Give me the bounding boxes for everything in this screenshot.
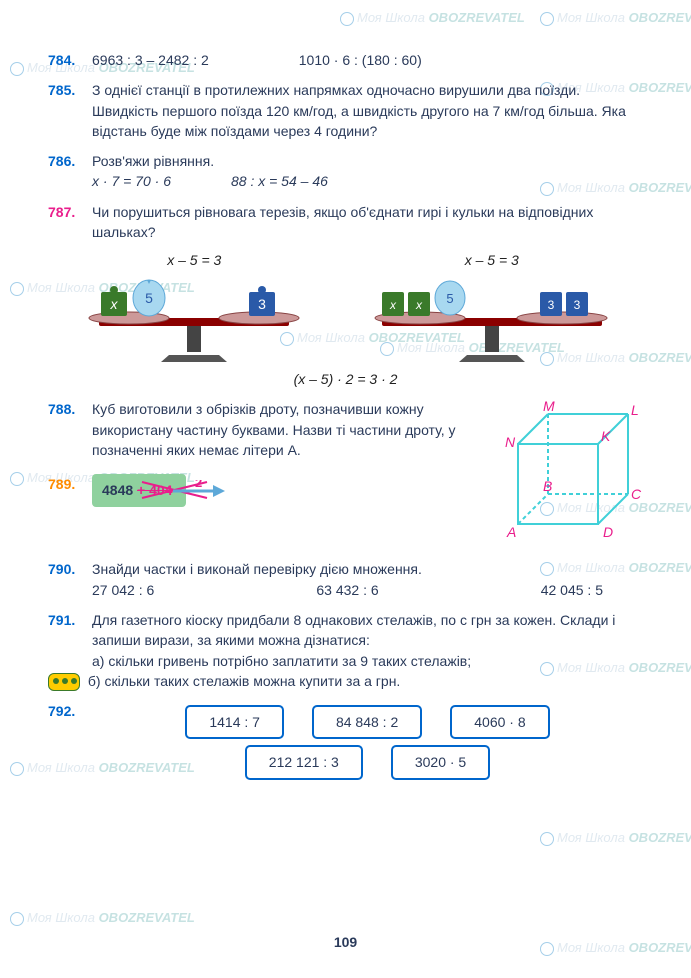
- problem-text: Куб виготовили з обрізків дроту, позначи…: [92, 399, 477, 460]
- svg-text:5: 5: [145, 290, 153, 306]
- problem-body: 1414 : 7 84 848 : 2 4060 · 8 212 121 : 3…: [92, 701, 643, 780]
- svg-text:2: 2: [195, 480, 202, 490]
- problem-number: 787.: [48, 202, 92, 243]
- equation: 88 : x = 54 – 46: [231, 171, 328, 191]
- problem-number: 789.: [48, 474, 92, 506]
- homework-badge-icon: [48, 673, 80, 691]
- problem-792: 792. 1414 : 7 84 848 : 2 4060 · 8 212 12…: [48, 701, 643, 780]
- problem-title: Розв'яжи рівняння.: [92, 151, 643, 171]
- svg-text:3: 3: [573, 298, 580, 312]
- problem-number: 785.: [48, 80, 92, 141]
- expression: 6963 : 3 – 2482 : 2: [92, 50, 209, 70]
- problem-number: 788.: [48, 399, 92, 460]
- svg-text:M: M: [543, 399, 555, 414]
- problem-785: 785. З однієї станції в протилежних напр…: [48, 80, 643, 141]
- scale-right: x – 5 = 3 x x 5 3 3: [362, 252, 622, 365]
- problem-body: Для газетного кіоску придбали 8 однакови…: [92, 610, 643, 691]
- scale-equation: x – 5 = 3: [362, 252, 622, 268]
- text-span: Куб виготовили з обрізків дроту, позначи…: [92, 401, 456, 458]
- svg-text:D: D: [603, 524, 613, 540]
- problem-text: Для газетного кіоску придбали 8 однакови…: [92, 610, 643, 651]
- problem-784: 784. 6963 : 3 – 2482 : 2 1010 · 6 : (180…: [48, 50, 643, 70]
- problem-text: З однієї станції в протилежних напрямках…: [92, 80, 643, 141]
- problem-787: 787. Чи порушиться рівновага терезів, як…: [48, 202, 643, 243]
- problem-body: Розв'яжи рівняння. x · 7 = 70 · 6 88 : x…: [92, 151, 643, 192]
- equation-row: x · 7 = 70 · 6 88 : x = 54 – 46: [92, 171, 643, 191]
- problem-789: 789. 4848 + 404 2: [48, 474, 477, 506]
- sub-a: а) скільки гривень потрібно заплатити за…: [92, 651, 643, 671]
- scale-left: x – 5 = 3 x 5: [69, 252, 319, 365]
- problem-title: Знайди частки і виконай перевірку дією м…: [92, 559, 643, 579]
- problem-number: 792.: [48, 701, 92, 780]
- svg-text:x: x: [110, 296, 119, 312]
- box-row-1: 1414 : 7 84 848 : 2 4060 · 8: [92, 705, 643, 739]
- svg-text:5: 5: [446, 291, 453, 306]
- svg-text:3: 3: [547, 298, 554, 312]
- expression: 1010 · 6 : (180 : 60): [299, 50, 422, 70]
- problem-body: Чи порушиться рівновага терезів, якщо об…: [92, 202, 643, 243]
- equation: x · 7 = 70 · 6: [92, 171, 171, 191]
- expression: 42 045 : 5: [541, 580, 603, 600]
- svg-text:L: L: [631, 402, 639, 418]
- expression: 63 432 : 6: [316, 580, 378, 600]
- center-equation: (x – 5) · 2 = 3 · 2: [48, 371, 643, 387]
- sub-b-row: б) скільки таких стелажів можна купити з…: [92, 671, 643, 691]
- box-row-2: 212 121 : 3 3020 · 5: [92, 745, 643, 779]
- expression: 27 042 : 6: [92, 580, 154, 600]
- calc-box: 212 121 : 3: [245, 745, 363, 779]
- svg-text:B: B: [543, 478, 552, 494]
- problem-number: 786.: [48, 151, 92, 192]
- calc-box: 3020 · 5: [391, 745, 490, 779]
- svg-text:K: K: [601, 428, 611, 444]
- problem-number: 784.: [48, 50, 92, 70]
- problem-786: 786. Розв'яжи рівняння. x · 7 = 70 · 6 8…: [48, 151, 643, 192]
- cube-icon: M L N K B C A D: [493, 399, 643, 549]
- svg-text:3: 3: [258, 296, 266, 312]
- svg-text:N: N: [505, 434, 516, 450]
- cube-diagram: M L N K B C A D: [493, 399, 643, 549]
- svg-text:x: x: [415, 298, 423, 312]
- page-content: 784. 6963 : 3 – 2482 : 2 1010 · 6 : (180…: [0, 0, 691, 810]
- expression-row: 27 042 : 6 63 432 : 6 42 045 : 5: [92, 580, 643, 600]
- problem-body: 6963 : 3 – 2482 : 2 1010 · 6 : (180 : 60…: [92, 50, 643, 70]
- calc-box: 4060 · 8: [450, 705, 549, 739]
- svg-text:A: A: [506, 524, 516, 540]
- sub-b: б) скільки таких стелажів можна купити з…: [88, 673, 400, 689]
- problem-body: 4848 + 404 2: [92, 474, 477, 506]
- scales-diagram-row: x – 5 = 3 x 5: [48, 252, 643, 365]
- problem-788: 788. Куб виготовили з обрізків дроту, по…: [48, 399, 477, 460]
- problem-number: 790.: [48, 559, 92, 600]
- calc-box: 4848 + 404 2: [92, 474, 186, 506]
- problem-text: Чи порушиться рівновага терезів, якщо об…: [92, 202, 643, 243]
- scale-equation: x – 5 = 3: [69, 252, 319, 268]
- base-number: 4848: [102, 482, 133, 498]
- problem-body: Знайди частки і виконай перевірку дією м…: [92, 559, 643, 600]
- balance-scale-icon: x 5 3: [69, 270, 319, 365]
- svg-text:C: C: [631, 486, 642, 502]
- problem-788-row: 788. Куб виготовили з обрізків дроту, по…: [48, 399, 643, 549]
- problem-790: 790. Знайди частки і виконай перевірку д…: [48, 559, 643, 600]
- svg-text:x: x: [389, 298, 397, 312]
- divide-arrow-icon: 2: [173, 480, 228, 502]
- page-number: 109: [0, 934, 691, 950]
- balance-scale-icon: x x 5 3 3: [362, 270, 622, 365]
- calc-box: 1414 : 7: [185, 705, 284, 739]
- calc-box: 84 848 : 2: [312, 705, 422, 739]
- problem-791: 791. Для газетного кіоску придбали 8 одн…: [48, 610, 643, 691]
